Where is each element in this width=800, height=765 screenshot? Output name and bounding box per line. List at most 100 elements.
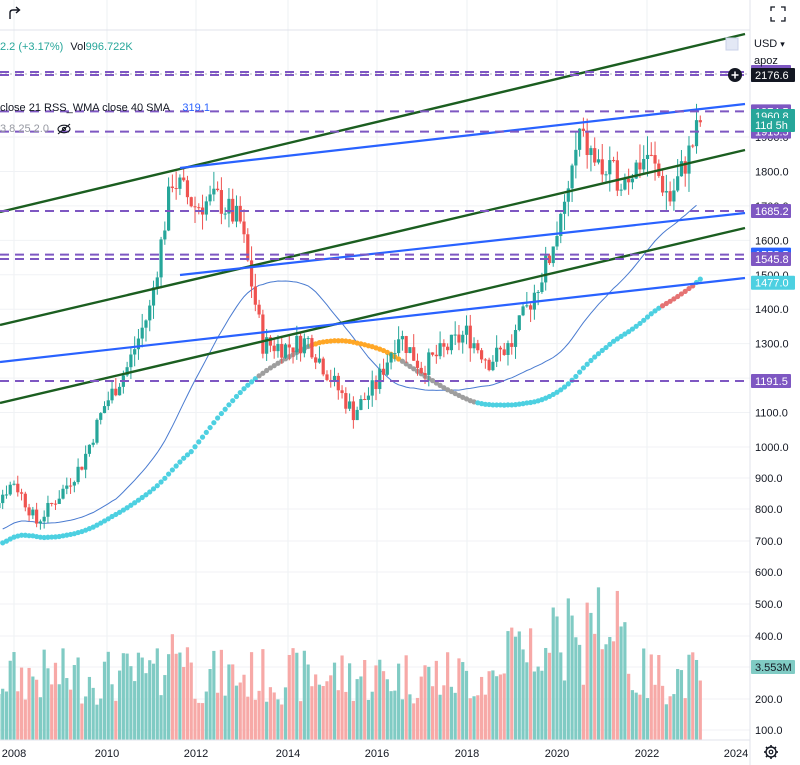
eye-hidden-icon[interactable] bbox=[57, 123, 71, 135]
candle-body bbox=[630, 178, 635, 183]
volume-bar bbox=[491, 670, 495, 740]
candle-body bbox=[302, 338, 306, 354]
volume-bar bbox=[623, 622, 627, 740]
volume-bar bbox=[31, 676, 35, 740]
volume-bar bbox=[532, 671, 536, 740]
volume-bar bbox=[615, 590, 619, 740]
currency-selector[interactable]: USD ▾ bbox=[754, 38, 785, 50]
lower-axis-tick-label: 100.0 bbox=[755, 725, 783, 737]
volume-bar bbox=[167, 654, 171, 740]
candle-body bbox=[649, 154, 653, 156]
candle-body bbox=[321, 358, 325, 375]
volume-bar bbox=[385, 679, 389, 740]
volume-bar bbox=[608, 636, 612, 740]
time-tick-label: 2010 bbox=[95, 748, 119, 760]
candle-body bbox=[694, 120, 699, 147]
candle-body bbox=[291, 347, 295, 353]
candle-body bbox=[623, 178, 627, 190]
candle-body bbox=[434, 354, 438, 357]
candle-body bbox=[189, 197, 193, 207]
volume-bar bbox=[287, 654, 291, 740]
fullscreen-icon[interactable] bbox=[770, 6, 786, 22]
plus-circle-icon[interactable] bbox=[728, 68, 742, 82]
candle-body bbox=[483, 359, 487, 361]
level-tag bbox=[751, 252, 791, 267]
time-axis[interactable]: 2008 2010 2012 2014 2016 2018 2020 2022 2024 bbox=[2, 748, 748, 760]
candle-body bbox=[676, 176, 680, 191]
redo-arrow-icon[interactable] bbox=[9, 6, 21, 19]
volume-bar bbox=[366, 699, 371, 740]
candle-body bbox=[136, 338, 141, 350]
wma-dot bbox=[610, 338, 617, 344]
candle-body bbox=[144, 320, 148, 328]
indicator2-legend[interactable]: 3 8 25 2.0 bbox=[0, 123, 49, 135]
wma-dot bbox=[667, 298, 673, 304]
volume-bar bbox=[23, 699, 27, 740]
volume-bar bbox=[415, 697, 420, 740]
scale-lock-box[interactable] bbox=[725, 37, 739, 51]
candle-body bbox=[476, 343, 480, 351]
volume-bar bbox=[585, 602, 589, 740]
wma-dot bbox=[407, 363, 413, 369]
candle-body bbox=[638, 162, 642, 170]
volume-bar bbox=[619, 626, 623, 740]
volume-bar bbox=[268, 687, 273, 740]
volume-bar bbox=[676, 668, 680, 740]
candle-body bbox=[185, 180, 190, 198]
volume-bar bbox=[596, 587, 601, 740]
candle-body bbox=[529, 305, 533, 310]
volume-bar bbox=[468, 698, 472, 740]
candle-body bbox=[487, 359, 491, 371]
volume-bar bbox=[427, 666, 431, 740]
candle-body bbox=[660, 175, 665, 193]
wma-dot bbox=[215, 415, 221, 421]
candle-body bbox=[325, 374, 329, 380]
candle-body bbox=[46, 502, 50, 517]
wma-dot bbox=[554, 389, 560, 395]
volume-bar bbox=[464, 670, 469, 740]
wma-dot bbox=[490, 402, 496, 408]
candle-body bbox=[404, 336, 408, 353]
volume-bar bbox=[216, 692, 220, 740]
time-tick-label: 2014 bbox=[276, 748, 300, 760]
candle-body bbox=[110, 388, 114, 401]
volume-bar bbox=[1, 688, 5, 740]
volume-bar bbox=[163, 675, 167, 740]
volume-bar bbox=[16, 691, 20, 740]
wma-dot bbox=[399, 358, 405, 364]
volume-bar bbox=[472, 696, 476, 740]
volume-bar bbox=[84, 696, 88, 740]
indicator-legend[interactable]: close 21 RSS_WMA close 40 SMA 319.1 bbox=[0, 102, 210, 114]
volume-bar bbox=[317, 684, 322, 740]
candle-body bbox=[212, 188, 216, 195]
volume-bar bbox=[408, 694, 412, 740]
wma-dot bbox=[271, 363, 277, 369]
volume-bar bbox=[314, 674, 318, 740]
wma-dot bbox=[550, 391, 556, 398]
wma-dot bbox=[396, 356, 402, 362]
price-axis[interactable]: 1000.01100.01200.01300.01400.01500.01600… bbox=[755, 132, 789, 454]
candle-body bbox=[306, 338, 310, 340]
candle-body bbox=[57, 498, 61, 504]
wma-dot bbox=[218, 410, 224, 417]
candle-body bbox=[295, 335, 299, 353]
volume-bar bbox=[645, 698, 650, 740]
wma-dot bbox=[501, 402, 507, 408]
wma-dot bbox=[203, 429, 209, 435]
scale-mode[interactable]: apoz bbox=[754, 55, 778, 67]
candle-body bbox=[65, 485, 69, 489]
candle-body bbox=[627, 178, 631, 183]
candle-body bbox=[472, 343, 476, 349]
volume-bar bbox=[393, 690, 397, 740]
candle-body bbox=[193, 206, 197, 208]
candle-body bbox=[340, 390, 344, 394]
wma-dot bbox=[505, 402, 511, 408]
volume-bar bbox=[461, 662, 465, 740]
volume-bar bbox=[321, 686, 325, 740]
candle-body bbox=[76, 466, 80, 483]
volume-bar bbox=[200, 703, 205, 740]
candle-body bbox=[0, 503, 1, 509]
wma-dot bbox=[181, 455, 187, 461]
gear-icon[interactable] bbox=[764, 745, 778, 759]
